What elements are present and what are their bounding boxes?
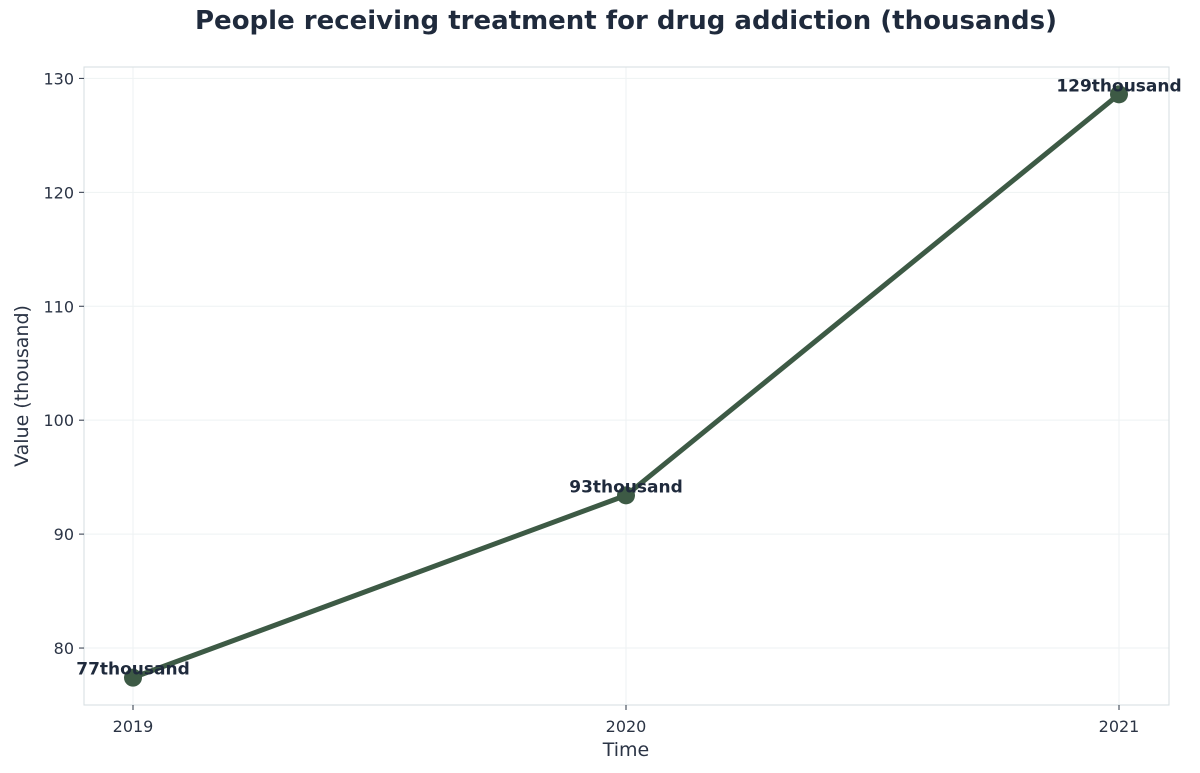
y-tick-label: 110: [43, 297, 74, 316]
data-point-marker: [1110, 85, 1128, 104]
y-tick-label: 100: [43, 411, 74, 430]
x-axis-title: Time: [602, 739, 650, 761]
chart-title: People receiving treatment for drug addi…: [195, 6, 1057, 36]
data-point-marker: [617, 486, 635, 505]
data-label: 129thousand: [1056, 76, 1181, 96]
data-label: 93thousand: [569, 477, 683, 497]
series-layer: [124, 85, 1128, 687]
x-tick-label: 2021: [1099, 717, 1140, 736]
data-label: 77thousand: [76, 660, 190, 680]
data-point-marker: [124, 668, 142, 687]
y-tick-label: 80: [54, 639, 74, 658]
grid-lines: [84, 67, 1169, 705]
y-axis-title: Value (thousand): [11, 305, 33, 467]
x-tick-label: 2019: [113, 717, 154, 736]
y-tick-label: 90: [54, 525, 74, 544]
y-axis-ticks: 80 90 100 110 120 130: [43, 69, 84, 658]
x-axis-ticks: 2019 2020 2021: [113, 705, 1140, 736]
data-labels: 77thousand 93thousand 129thousand: [76, 76, 1181, 679]
y-tick-label: 130: [43, 69, 74, 88]
x-tick-label: 2020: [606, 717, 647, 736]
y-tick-label: 120: [43, 183, 74, 202]
